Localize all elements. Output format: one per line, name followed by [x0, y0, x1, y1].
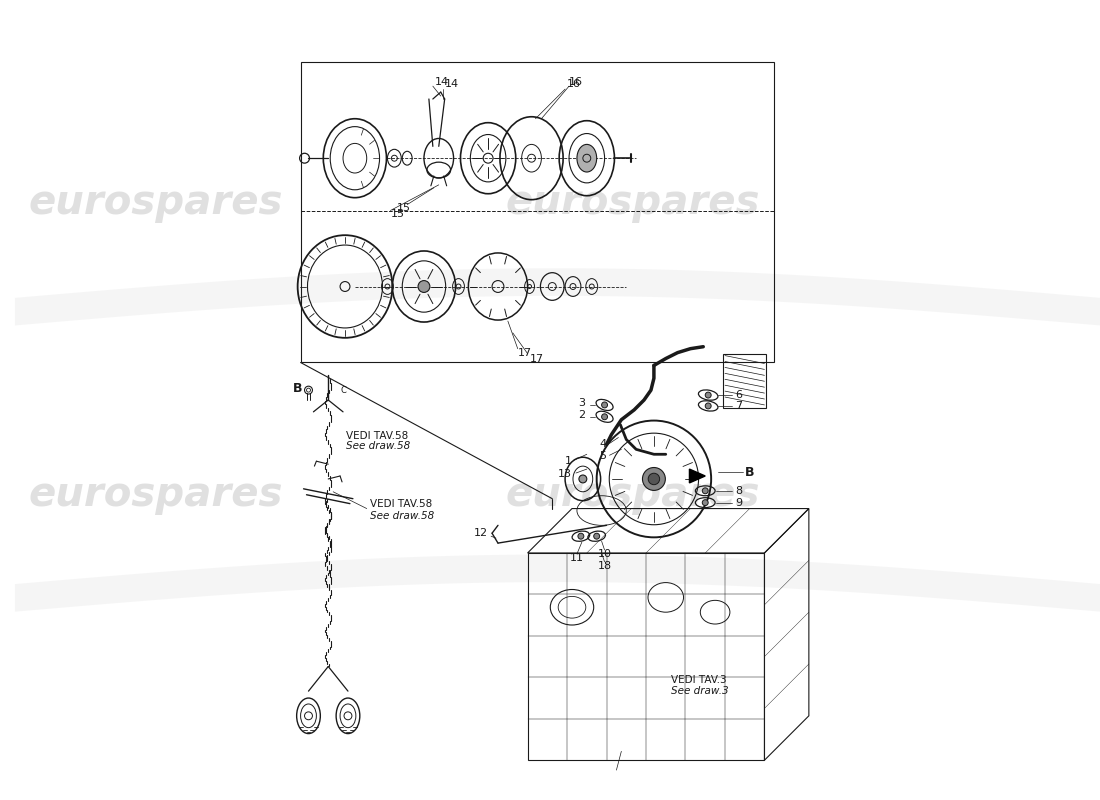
- Text: 14: 14: [434, 78, 449, 87]
- Circle shape: [705, 392, 712, 398]
- Text: eurospares: eurospares: [29, 474, 283, 514]
- Text: 3: 3: [578, 398, 585, 408]
- Text: 13: 13: [558, 469, 572, 479]
- Text: 17: 17: [518, 348, 531, 358]
- Circle shape: [702, 488, 708, 494]
- Text: B: B: [745, 466, 755, 478]
- Text: See draw.3: See draw.3: [671, 686, 729, 695]
- Text: C: C: [340, 386, 345, 394]
- Circle shape: [602, 402, 607, 408]
- Text: 11: 11: [570, 553, 584, 563]
- Text: 17: 17: [529, 354, 543, 363]
- Text: 12: 12: [474, 528, 488, 538]
- Text: 15: 15: [390, 210, 405, 219]
- Text: B: B: [293, 382, 303, 394]
- Text: See draw.58: See draw.58: [345, 441, 410, 450]
- Text: 2: 2: [578, 410, 585, 420]
- Text: See draw.58: See draw.58: [370, 511, 433, 522]
- Text: 15: 15: [397, 202, 411, 213]
- Text: 10: 10: [597, 549, 612, 559]
- Text: 1: 1: [565, 456, 572, 466]
- Circle shape: [578, 534, 584, 539]
- Circle shape: [579, 475, 586, 483]
- Text: 9: 9: [735, 498, 743, 508]
- Text: 18: 18: [597, 561, 612, 571]
- Text: 6: 6: [735, 390, 741, 400]
- Circle shape: [702, 500, 708, 506]
- Text: 14: 14: [444, 79, 459, 89]
- Circle shape: [602, 414, 607, 420]
- Text: VEDI TAV.58: VEDI TAV.58: [370, 498, 432, 509]
- Text: 8: 8: [735, 486, 743, 496]
- Circle shape: [705, 403, 712, 409]
- Text: 4: 4: [600, 439, 606, 450]
- Text: eurospares: eurospares: [506, 474, 760, 514]
- Circle shape: [418, 281, 430, 293]
- Circle shape: [642, 467, 666, 490]
- Text: 5: 5: [600, 451, 606, 462]
- Text: 16: 16: [569, 78, 583, 87]
- Text: 7: 7: [735, 401, 743, 411]
- Circle shape: [594, 534, 600, 539]
- Text: eurospares: eurospares: [506, 182, 760, 222]
- Polygon shape: [690, 469, 705, 483]
- Ellipse shape: [576, 144, 596, 172]
- Text: 16: 16: [568, 79, 581, 89]
- Text: VEDI TAV.3: VEDI TAV.3: [671, 675, 727, 686]
- Circle shape: [648, 474, 660, 485]
- Text: eurospares: eurospares: [29, 182, 283, 222]
- Text: VEDI TAV.58: VEDI TAV.58: [345, 430, 408, 441]
